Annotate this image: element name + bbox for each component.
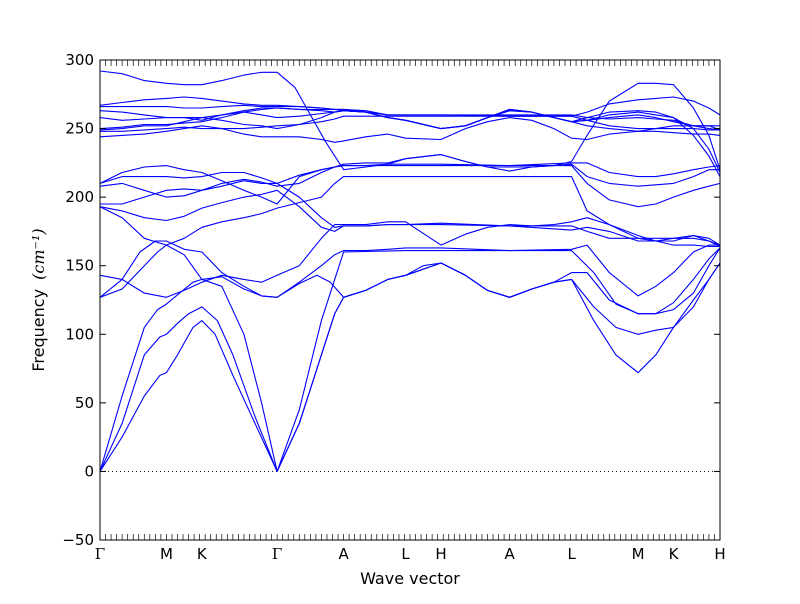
x-tick-label-2: M bbox=[160, 545, 173, 563]
x-tick-label-7: H bbox=[435, 545, 446, 563]
y-tick-label: 50 bbox=[75, 394, 94, 412]
x-axis-label: Wave vector bbox=[360, 569, 460, 588]
band-line-19 bbox=[100, 104, 721, 177]
x-tick-label-6: L bbox=[401, 545, 410, 563]
band-line-4 bbox=[99, 244, 721, 315]
band-line-12 bbox=[99, 162, 721, 205]
x-tick-label-1: Γ bbox=[95, 545, 105, 563]
band-line-9 bbox=[100, 180, 721, 247]
band-line-21 bbox=[99, 70, 721, 171]
series-layer bbox=[99, 70, 721, 472]
y-axis-label-unit: (cm⁻¹) bbox=[29, 228, 48, 279]
y-axis-label: Frequency (cm⁻¹) bbox=[29, 228, 48, 371]
band-line-5 bbox=[99, 240, 720, 298]
x-tick-label-3: K bbox=[197, 545, 208, 563]
x-tick-label-5: A bbox=[338, 545, 349, 563]
x-tick-label-10: M bbox=[632, 545, 645, 563]
band-line-6 bbox=[99, 217, 721, 298]
x-tick-label-8: A bbox=[505, 545, 516, 563]
y-tick-label: 100 bbox=[65, 325, 94, 343]
plot-frame bbox=[99, 59, 721, 541]
x-tick-label-9: L bbox=[567, 545, 576, 563]
x-tick-label-4: Γ bbox=[272, 545, 282, 563]
y-axis-label-text: Frequency bbox=[29, 289, 48, 372]
x-tick-label-11: K bbox=[669, 545, 680, 563]
band-line-14 bbox=[100, 115, 720, 132]
y-tick-label: 250 bbox=[65, 120, 94, 138]
y-tick-label: 150 bbox=[65, 257, 94, 275]
x-tick-label-12: H bbox=[714, 545, 725, 563]
y-tick-label: 300 bbox=[65, 51, 94, 69]
y-tick-label: 200 bbox=[65, 188, 94, 206]
y-tick-label: 0 bbox=[84, 462, 94, 480]
y-tick-label: −50 bbox=[62, 531, 94, 549]
band-line-13 bbox=[99, 117, 721, 143]
band-line-11 bbox=[99, 154, 720, 187]
band-line-20 bbox=[99, 96, 721, 117]
